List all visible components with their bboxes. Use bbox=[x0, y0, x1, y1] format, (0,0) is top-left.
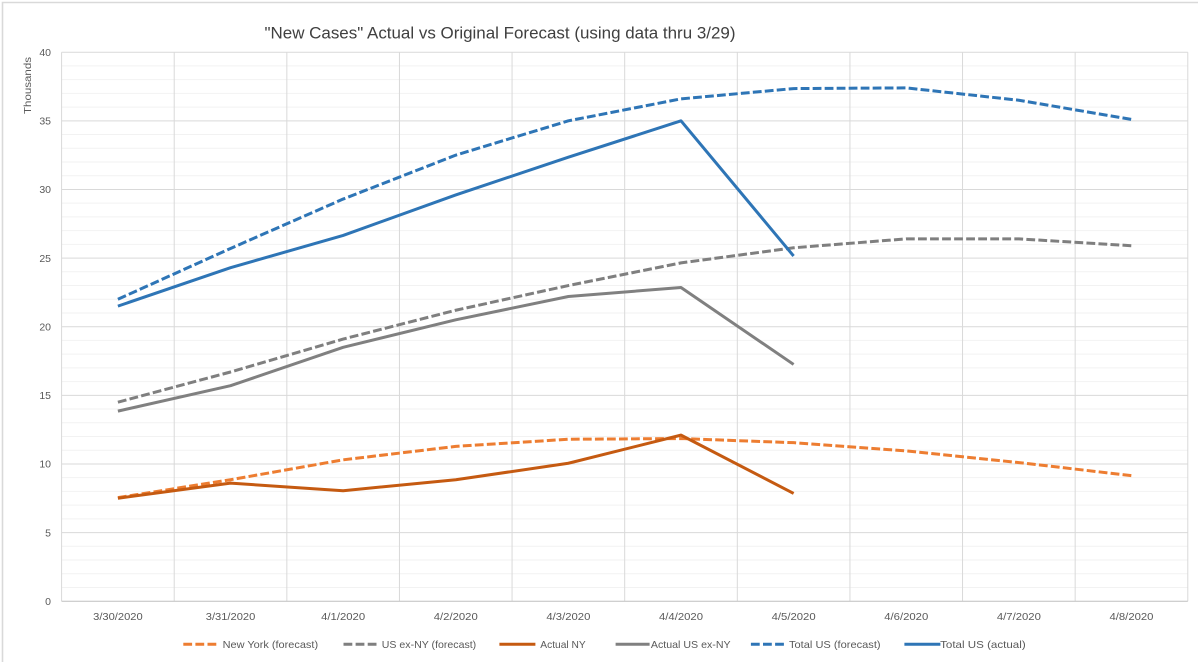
svg-text:4/4/2020: 4/4/2020 bbox=[659, 611, 703, 623]
svg-text:10: 10 bbox=[39, 459, 51, 471]
svg-text:Thousands: Thousands bbox=[22, 57, 34, 114]
svg-text:Total US (actual): Total US (actual) bbox=[940, 639, 1026, 651]
svg-text:3/31/2020: 3/31/2020 bbox=[206, 611, 256, 623]
svg-text:3/30/2020: 3/30/2020 bbox=[93, 611, 143, 623]
svg-text:4/6/2020: 4/6/2020 bbox=[884, 611, 928, 623]
svg-text:15: 15 bbox=[39, 390, 51, 402]
svg-text:4/8/2020: 4/8/2020 bbox=[1109, 611, 1153, 623]
svg-text:40: 40 bbox=[39, 47, 51, 59]
svg-text:4/7/2020: 4/7/2020 bbox=[997, 611, 1041, 623]
svg-text:20: 20 bbox=[39, 321, 51, 333]
svg-text:Actual US ex-NY: Actual US ex-NY bbox=[651, 639, 731, 651]
svg-text:"New Cases" Actual vs Original: "New Cases" Actual vs Original Forecast … bbox=[265, 25, 736, 43]
svg-text:5: 5 bbox=[45, 527, 51, 539]
svg-text:4/3/2020: 4/3/2020 bbox=[546, 611, 590, 623]
svg-text:25: 25 bbox=[39, 253, 51, 265]
svg-text:Total US (forecast): Total US (forecast) bbox=[789, 639, 881, 651]
svg-text:Actual NY: Actual NY bbox=[540, 639, 585, 651]
svg-text:4/1/2020: 4/1/2020 bbox=[321, 611, 365, 623]
svg-text:30: 30 bbox=[39, 184, 51, 196]
svg-text:35: 35 bbox=[39, 116, 51, 128]
svg-text:0: 0 bbox=[45, 596, 51, 608]
svg-text:4/5/2020: 4/5/2020 bbox=[772, 611, 816, 623]
svg-text:4/2/2020: 4/2/2020 bbox=[434, 611, 478, 623]
svg-text:New York (forecast): New York (forecast) bbox=[223, 639, 319, 651]
svg-text:US ex-NY (forecast): US ex-NY (forecast) bbox=[382, 639, 476, 651]
